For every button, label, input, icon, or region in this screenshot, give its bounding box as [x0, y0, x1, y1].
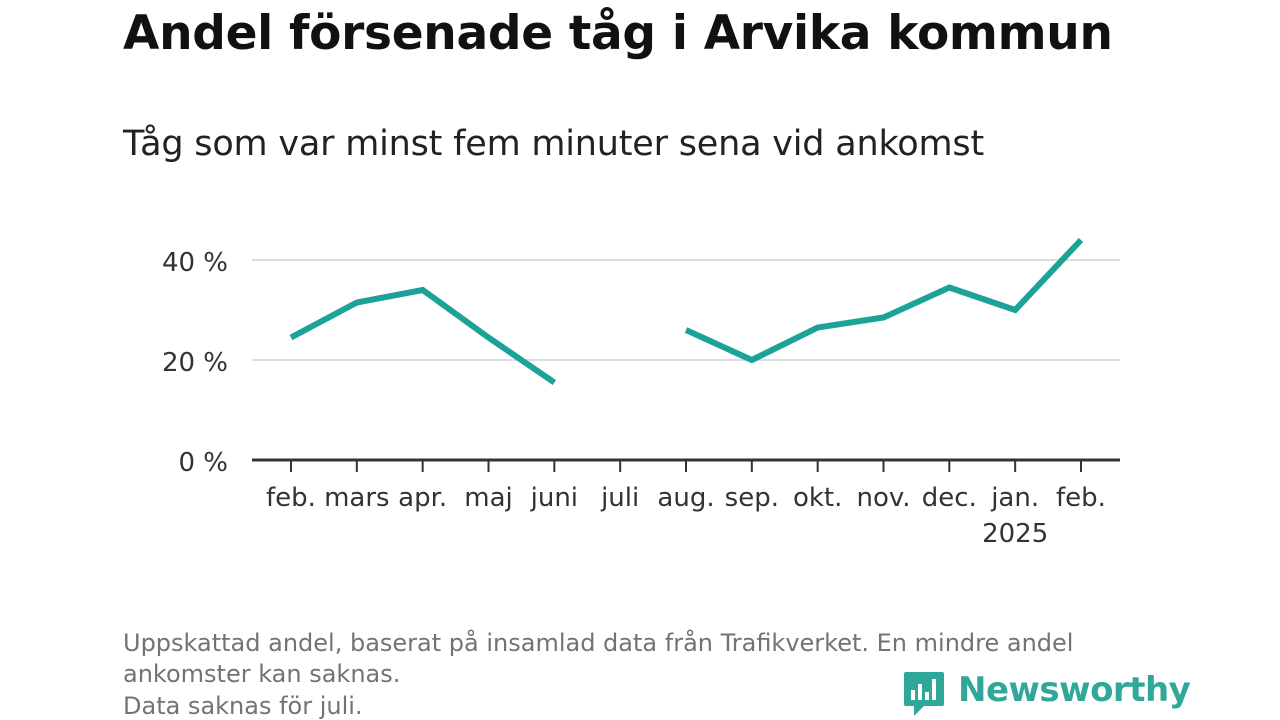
x-tick-label: jan.	[990, 483, 1039, 513]
x-tick-label: juli	[600, 483, 639, 513]
newsworthy-logo-icon	[904, 672, 944, 716]
brand-name: Newsworthy	[958, 670, 1191, 710]
series-line	[289, 286, 557, 385]
x-tick-label: feb.	[1056, 483, 1106, 513]
x-tick-label: maj	[464, 483, 512, 513]
y-tick-label: 40 %	[162, 248, 228, 278]
chart-subtitle: Tåg som var minst fem minuter sena vid a…	[123, 124, 984, 164]
x-tick-label: apr.	[398, 483, 447, 513]
footnote-line-1: Uppskattad andel, baserat på insamlad da…	[123, 629, 1074, 657]
x-tick-label: juni	[530, 483, 578, 513]
y-tick-label: 0 %	[178, 448, 228, 478]
x-tick-label: okt.	[793, 483, 842, 513]
chart-title: Andel försenade tåg i Arvika kommun	[123, 6, 1113, 61]
x-tick-label: feb.	[266, 483, 316, 513]
series-line	[684, 237, 1084, 364]
x-tick-label: dec.	[922, 483, 977, 513]
x-tick-label: mars	[324, 483, 390, 513]
footnote-line-3: Data saknas för juli.	[123, 692, 363, 720]
footnote-line-2: ankomster kan saknas.	[123, 660, 401, 688]
x-tick-label: nov.	[856, 483, 910, 513]
x-tick-label: sep.	[725, 483, 779, 513]
y-tick-label: 20 %	[162, 348, 228, 378]
x-tick-label: aug.	[657, 483, 714, 513]
x-year-label: 2025	[982, 519, 1048, 549]
